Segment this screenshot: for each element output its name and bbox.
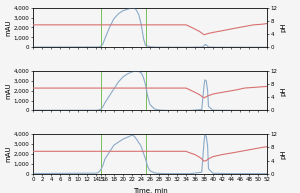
X-axis label: Time, min: Time, min: [133, 188, 167, 193]
Y-axis label: mAU: mAU: [5, 19, 11, 36]
Y-axis label: pH: pH: [280, 149, 286, 159]
Y-axis label: pH: pH: [280, 23, 286, 32]
Y-axis label: mAU: mAU: [5, 82, 11, 99]
Y-axis label: pH: pH: [280, 86, 286, 96]
Y-axis label: mAU: mAU: [5, 146, 11, 162]
